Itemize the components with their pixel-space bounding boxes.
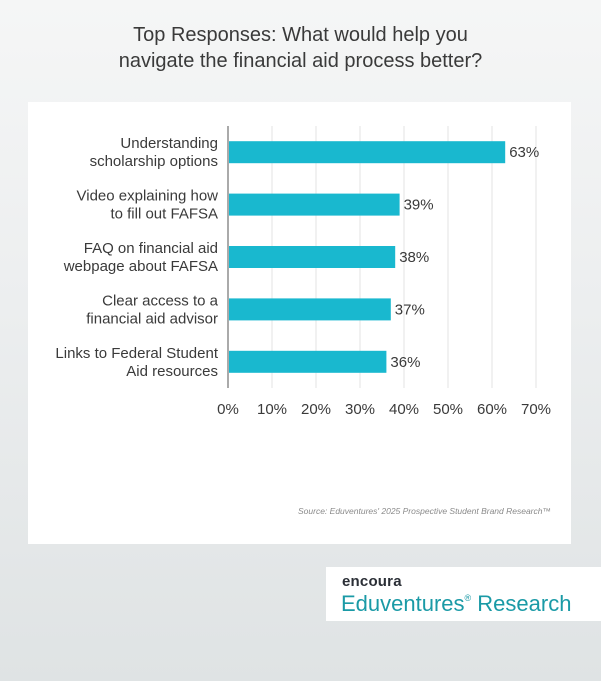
eduventures-research-logo: Eduventures® Research <box>341 591 571 617</box>
brand-suffix: Research <box>471 591 572 616</box>
bar-value-label: 37% <box>395 301 425 318</box>
bar-value-label: 63% <box>509 144 539 161</box>
brand-name: Eduventures <box>341 591 465 616</box>
encoura-logo: encoura <box>342 573 402 590</box>
x-tick-label: 70% <box>521 401 551 418</box>
brand-logo: encoura Eduventures® Research <box>326 567 601 621</box>
category-label: financial aid advisor <box>86 310 218 327</box>
category-label: Aid resources <box>126 363 218 380</box>
bar <box>229 350 387 373</box>
category-label: Video explaining how <box>77 188 219 205</box>
category-label: Links to Federal Student <box>55 345 218 362</box>
x-tick-label: 30% <box>345 401 375 418</box>
category-label: Clear access to a <box>102 292 219 309</box>
bar-value-label: 39% <box>404 197 434 214</box>
bar-chart: 0% 10% 20% 30% 40% 50% 60% 70% 63% Understandings… <box>55 126 551 418</box>
category-label: FAQ on financial aid <box>84 240 218 257</box>
category-label: webpage about FAFSA <box>63 258 218 275</box>
bar <box>229 298 391 321</box>
x-tick-label: 40% <box>389 401 419 418</box>
bar <box>229 141 506 164</box>
x-tick-label: 20% <box>301 401 331 418</box>
x-tick-label: 50% <box>433 401 463 418</box>
source-note: Source: Eduventures' 2025 Prospective St… <box>298 506 551 516</box>
chart-card: 0% 10% 20% 30% 40% 50% 60% 70% 63% Understanding s… <box>28 102 571 544</box>
bar <box>229 246 396 268</box>
x-tick-label: 0% <box>217 401 239 418</box>
x-tick-label: 10% <box>257 401 287 418</box>
x-tick-label: 60% <box>477 401 507 418</box>
chart-title-line-1: Top Responses: What would help you <box>133 24 468 46</box>
bar-value-label: 38% <box>399 249 429 266</box>
category-label: scholarship options <box>90 153 218 170</box>
bar-value-label: 36% <box>390 354 420 371</box>
bar <box>229 193 400 216</box>
brand-registered-mark: ® <box>464 593 472 603</box>
chart-title-line-2: navigate the financial aid process bette… <box>118 50 483 72</box>
category-label: to fill out FAFSA <box>110 206 218 223</box>
chart-title: Top Responses: What would help you navig… <box>0 22 601 74</box>
category-label: Understanding <box>120 135 218 152</box>
